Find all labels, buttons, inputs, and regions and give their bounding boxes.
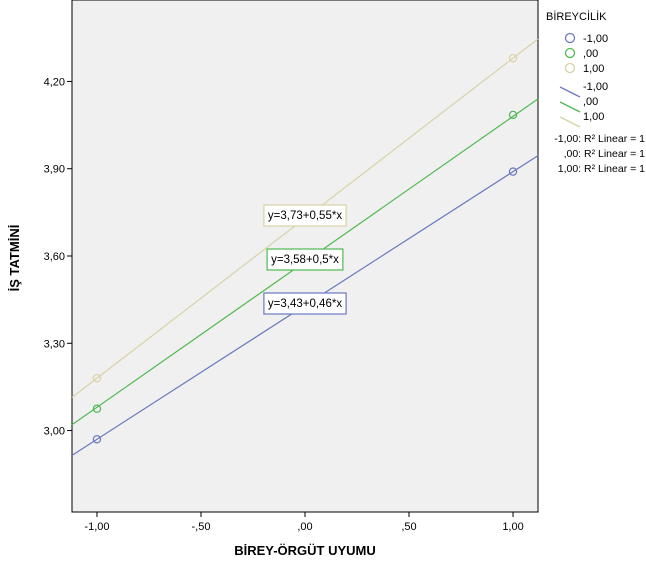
legend-label-1: ,00: [583, 48, 598, 60]
legend-title: BİREYCİLİK: [546, 10, 607, 23]
x-axis-title: BİREY-ÖRGÜT UYUMU: [234, 543, 376, 558]
x-tick-label-0: -1,00: [84, 521, 109, 533]
data-point-2-0: [92, 373, 102, 383]
equation-text-2: y=3,73+0,55*x: [268, 210, 342, 222]
x-axis: -1,00 -,50 ,00 ,50 1,00: [84, 512, 524, 533]
legend-line-label-1: ,00: [583, 96, 598, 108]
legend-marker-0: [564, 32, 576, 44]
equation-box-0: [263, 292, 347, 315]
data-point-2-1: [508, 53, 518, 63]
r2-labels: -1,00: R² Linear = 1 ,00: R² Linear = 1 1,…: [554, 133, 645, 175]
legend-marker-2: [564, 62, 576, 74]
legend: BİREYCİLİK -1,00 ,00 1,00 -1,00 ,00 1,00: [546, 10, 608, 128]
y-tick-label-4: 4,20: [44, 76, 65, 88]
y-tick-label-2: 3,60: [44, 251, 65, 263]
data-point-1-0: [92, 404, 102, 413]
data-point-1-1: [508, 110, 518, 120]
data-point-0-1: [508, 167, 518, 176]
x-tick-label-1: -,50: [191, 521, 210, 533]
equation-label-2: y=3,73+0,55*x: [263, 204, 347, 227]
x-tick-label-2: ,00: [297, 521, 312, 533]
x-tick-label-4: 1,00: [502, 521, 523, 533]
legend-line-2: [559, 116, 581, 128]
equation-text-0: y=3,43+0,46*x: [268, 298, 342, 310]
equation-labels: y=3,73+0,55*x y=3,58+0,5*x y=3,43+0,46*x: [263, 204, 347, 315]
y-axis-title: İŞ TATMİNİ: [7, 225, 22, 292]
legend-label-2: 1,00: [583, 63, 604, 75]
legend-line-0: [559, 86, 581, 98]
legend-line-1: [559, 101, 581, 113]
legend-line-label-2: 1,00: [583, 111, 604, 123]
r2-label-0: -1,00: R² Linear = 1: [554, 133, 645, 145]
data-point-0-0: [92, 435, 102, 444]
legend-marker-1: [564, 47, 576, 59]
y-tick-label-0: 3,00: [44, 426, 65, 438]
y-tick-label-3: 3,90: [44, 164, 65, 176]
x-tick-label-3: ,50: [401, 521, 416, 533]
y-tick-label-1: 3,30: [44, 338, 65, 350]
y-axis: 3,00 3,30 3,60 3,90 4,20: [44, 76, 72, 438]
r2-label-2: 1,00: R² Linear = 1: [558, 163, 645, 175]
equation-label-0: y=3,43+0,46*x: [263, 292, 347, 315]
legend-label-0: -1,00: [583, 33, 608, 45]
data-points: [92, 53, 518, 444]
r2-label-1: ,00: R² Linear = 1: [564, 148, 646, 160]
legend-line-label-0: -1,00: [583, 81, 608, 93]
equation-label-1: y=3,58+0,5*x: [266, 248, 344, 271]
equation-box-1: [266, 248, 344, 271]
equation-box-2: [263, 204, 347, 227]
equation-text-1: y=3,58+0,5*x: [271, 254, 339, 266]
